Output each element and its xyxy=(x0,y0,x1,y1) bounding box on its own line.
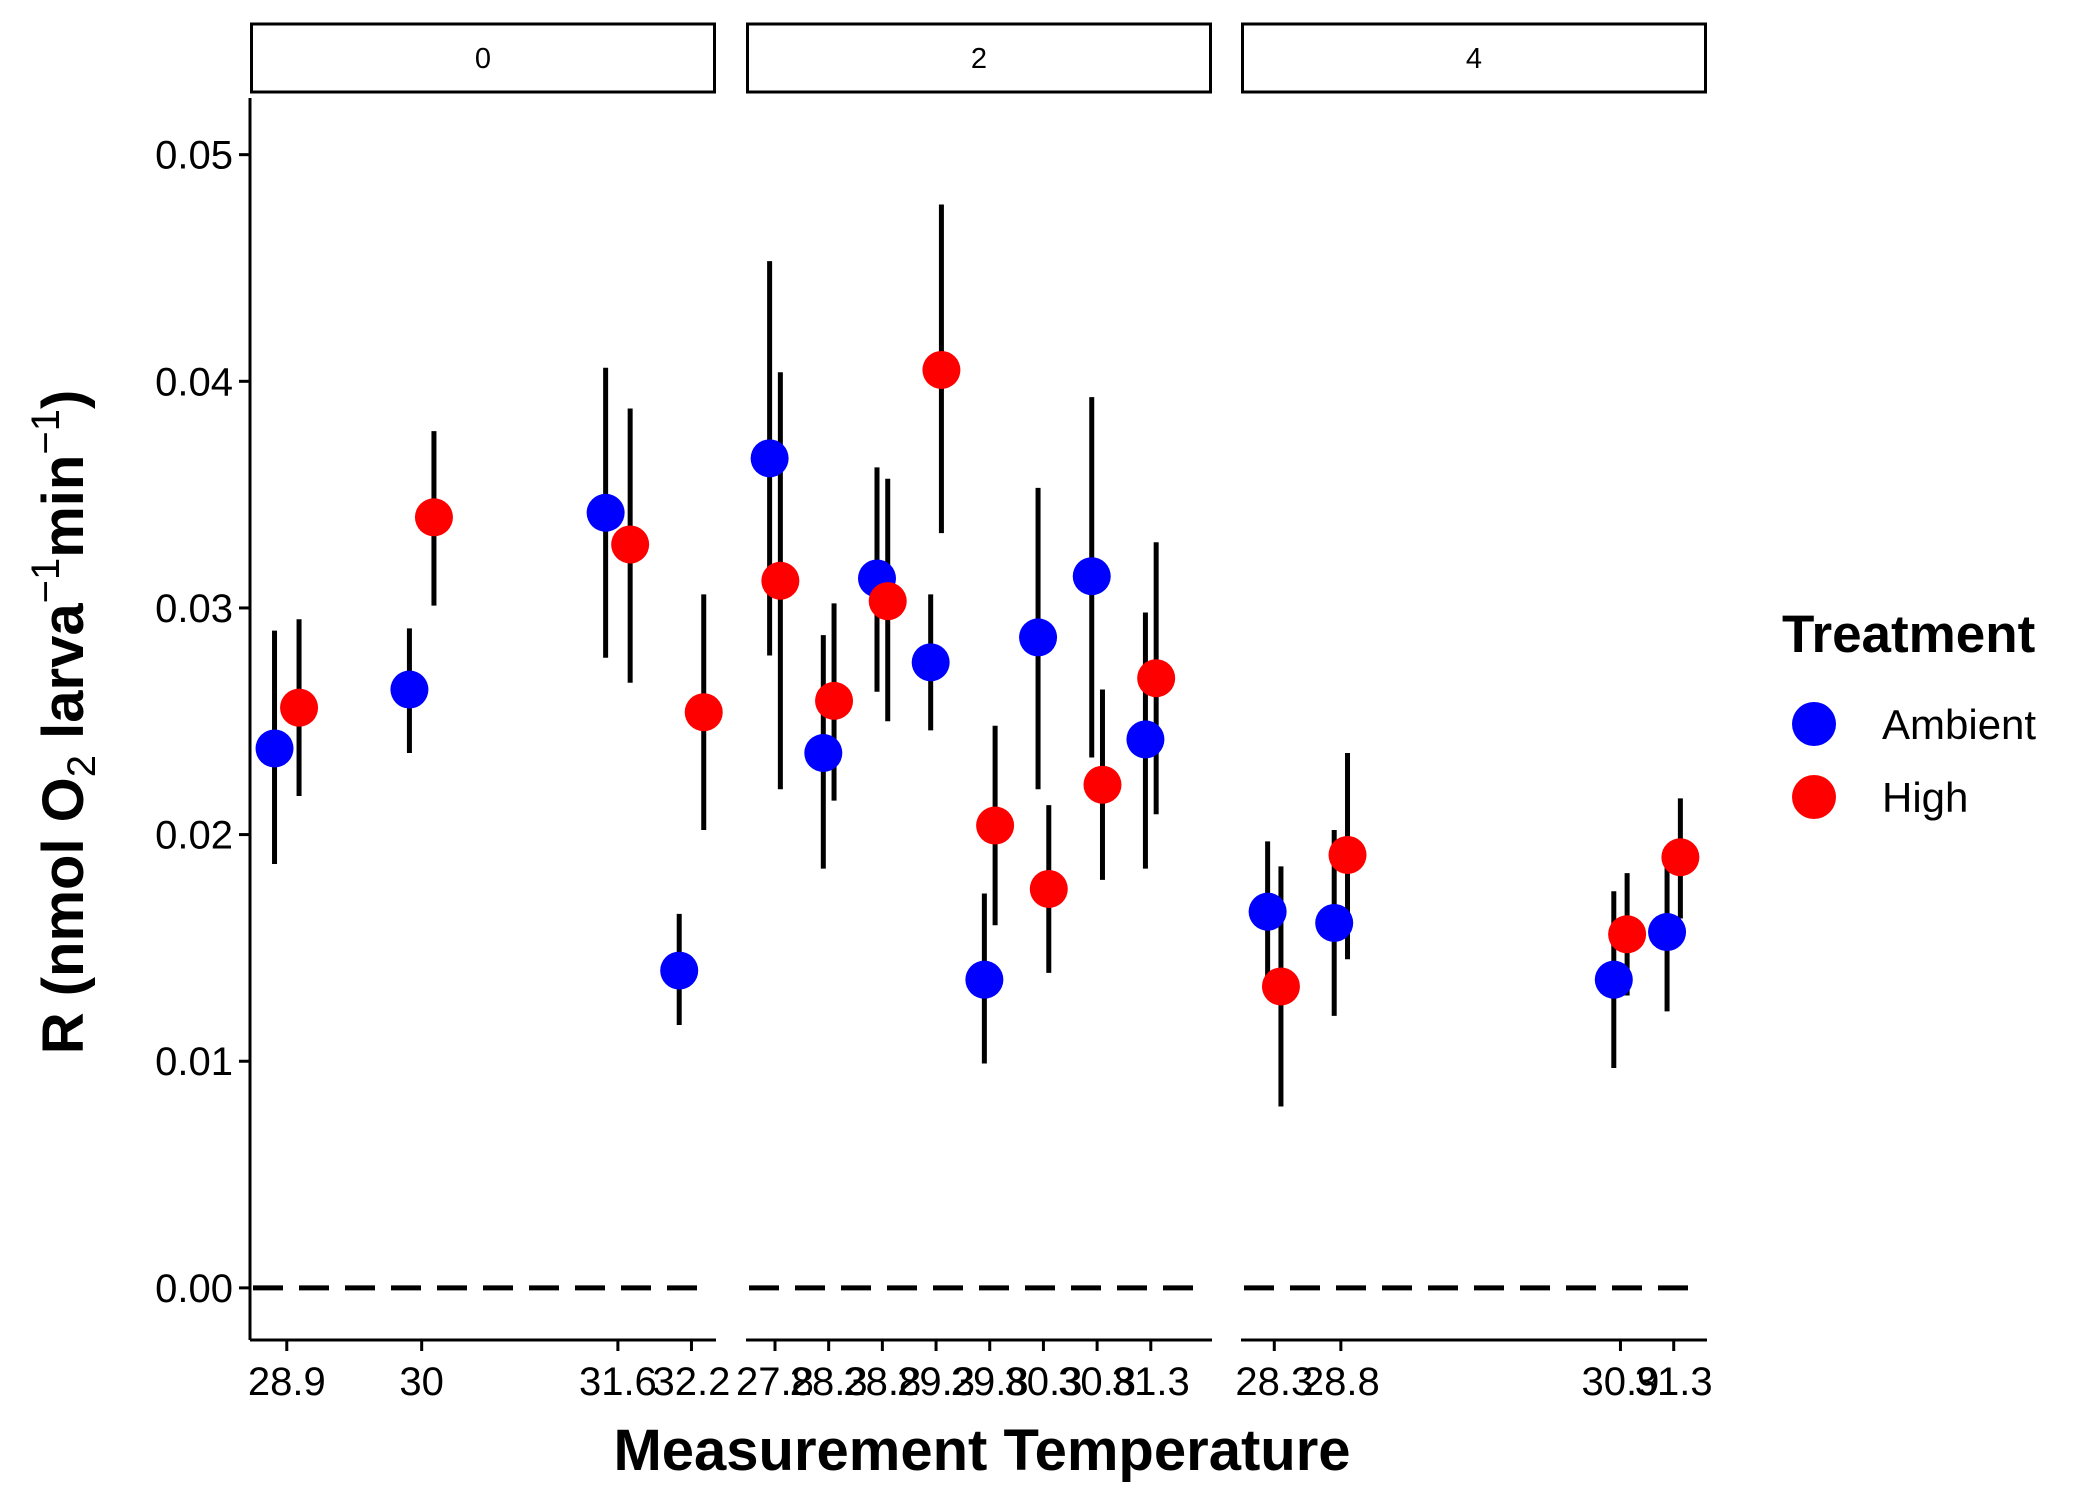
data-point-ambient xyxy=(911,643,950,682)
facet-strip xyxy=(1241,22,1707,94)
x-axis-title: Measurement Temperature xyxy=(613,1418,1350,1483)
data-point-ambient xyxy=(1594,960,1633,999)
data-point-ambient xyxy=(1248,892,1287,931)
x-tick-label: 28.9 xyxy=(248,1360,326,1404)
data-point-high xyxy=(976,806,1015,845)
facet-panel-0: 0 28.9 30 31.632.2 xyxy=(248,22,731,1404)
y-axis-title-min: min xyxy=(31,455,96,558)
legend-title: Treatment xyxy=(1782,605,2035,664)
data-point-high xyxy=(1261,967,1300,1006)
data-point-high xyxy=(815,681,854,720)
x-tick-label: 30.8 xyxy=(1058,1360,1136,1404)
y-axis: 0.00 0.01 0.02 0.03 0.04 0.05 xyxy=(155,98,252,1340)
data-point-ambient xyxy=(750,439,789,478)
facet-panel-4: 4 28.328.8 30.931.3 xyxy=(1235,22,1713,1404)
y-axis-title-larva-superscript: −1 xyxy=(24,558,68,604)
y-tick-label: 0.04 xyxy=(155,360,233,404)
data-point-ambient xyxy=(804,733,843,772)
data-point-ambient xyxy=(660,951,699,990)
x-tick-label: 31.3 xyxy=(1635,1360,1713,1404)
x-tick-label: 28.8 xyxy=(843,1360,921,1404)
x-tick-label: 30.9 xyxy=(1582,1360,1660,1404)
facet-strip xyxy=(250,22,716,94)
data-point-ambient xyxy=(1315,903,1354,942)
data-point-ambient xyxy=(1648,913,1687,952)
data-point-ambient xyxy=(255,729,294,768)
x-tick-label: 29.8 xyxy=(951,1360,1029,1404)
data-point-high xyxy=(922,350,961,389)
y-tick-label: 0.00 xyxy=(155,1267,233,1311)
facet-strip-label: 4 xyxy=(1466,43,1482,75)
facet-strip xyxy=(746,22,1212,94)
facet-strip-label: 0 xyxy=(475,43,491,75)
data-point-high xyxy=(1137,659,1176,698)
y-axis-title: R (nmol O2 larva−1min−1) xyxy=(24,390,104,1055)
x-tick-label: 27.8 xyxy=(736,1360,814,1404)
x-tick-label: 30 xyxy=(399,1360,444,1404)
data-point-ambient xyxy=(1072,557,1111,596)
x-tick-label: 28.3 xyxy=(1235,1360,1313,1404)
y-axis-title-mid: larva xyxy=(31,603,96,755)
x-tick-label: 31.3 xyxy=(1112,1360,1190,1404)
y-tick-label: 0.03 xyxy=(155,587,233,631)
data-point-ambient xyxy=(965,960,1004,999)
data-point-high xyxy=(1661,838,1700,877)
facets-layer: 028.9 30 31.632.2227.828.328.829.329.830.3… xyxy=(248,22,1713,1404)
y-axis-title-prefix: R (nmol O xyxy=(31,777,96,1054)
data-point-high xyxy=(684,693,723,732)
facet-strip-label: 2 xyxy=(971,43,987,75)
data-point-high xyxy=(761,561,800,600)
x-tick-label: 29.3 xyxy=(897,1360,975,1404)
legend-label-high: High xyxy=(1882,774,1968,821)
y-axis-title-min-superscript: −1 xyxy=(24,409,68,455)
data-point-high xyxy=(414,498,453,537)
y-axis-title-suffix: ) xyxy=(31,390,96,409)
data-point-ambient xyxy=(1126,720,1165,759)
legend-key-ambient xyxy=(1792,702,1836,746)
y-tick-label: 0.01 xyxy=(155,1040,233,1084)
data-point-high xyxy=(280,688,319,727)
y-tick-label: 0.02 xyxy=(155,814,233,858)
data-point-ambient xyxy=(390,670,429,709)
data-point-ambient xyxy=(586,493,625,532)
legend-label-ambient: Ambient xyxy=(1882,701,2036,748)
data-point-high xyxy=(868,582,907,621)
x-tick-label: 30.3 xyxy=(1004,1360,1082,1404)
x-tick-label: 28.8 xyxy=(1302,1360,1380,1404)
legend-key-high xyxy=(1792,775,1836,819)
data-point-ambient xyxy=(1019,618,1058,657)
x-tick-label: 31.6 xyxy=(579,1360,657,1404)
y-axis-title-o2-subscript: 2 xyxy=(60,755,104,777)
data-point-high xyxy=(1029,869,1068,908)
y-tick-label: 0.05 xyxy=(155,134,233,178)
legend: Treatment Ambient High xyxy=(1782,605,2036,821)
data-point-high xyxy=(1328,835,1367,874)
data-point-high xyxy=(1083,765,1122,804)
facet-panel-2: 2 27.828.328.829.329.830.330.831.3 xyxy=(736,22,1212,1404)
x-tick-label: 32.2 xyxy=(653,1360,731,1404)
x-tick-label: 28.3 xyxy=(790,1360,868,1404)
data-point-high xyxy=(1608,915,1647,954)
data-point-high xyxy=(611,525,650,564)
